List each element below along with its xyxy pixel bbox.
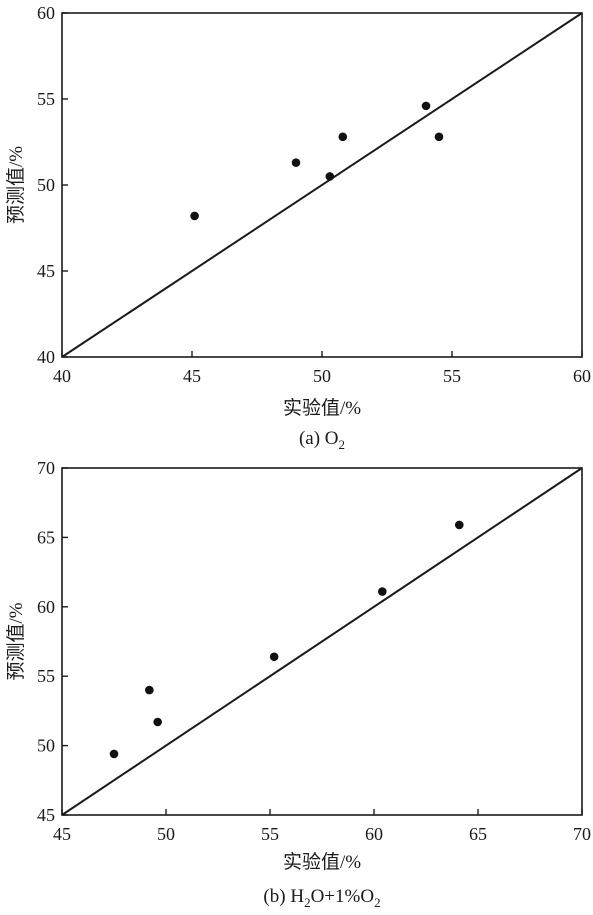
y-tick-label: 50 bbox=[37, 736, 55, 756]
y-tick-label: 60 bbox=[37, 3, 55, 23]
x-tick-label: 45 bbox=[53, 824, 71, 844]
data-point bbox=[325, 172, 335, 181]
y-tick-label: 55 bbox=[37, 89, 55, 109]
data-point bbox=[153, 717, 162, 727]
x-tick-label: 60 bbox=[365, 824, 383, 844]
y-axis-label: 预测值/% bbox=[5, 146, 27, 224]
data-point bbox=[190, 211, 199, 221]
x-tick-label: 50 bbox=[157, 824, 175, 844]
x-tick-label: 60 bbox=[573, 366, 591, 386]
chart-a-o2: 40 45 50 55 60 40 45 50 55 60 实验值/% 预测值/% (a) O2 bbox=[5, 3, 591, 452]
x-tick-label: 45 bbox=[183, 366, 201, 386]
data-point bbox=[434, 132, 444, 142]
data-point bbox=[291, 158, 301, 167]
chart-caption: (a) O2 bbox=[299, 428, 345, 452]
data-point bbox=[454, 520, 464, 530]
chart-caption: (b) H2O+1%O2 bbox=[263, 886, 380, 910]
y-axis-label: 预测值/% bbox=[5, 602, 27, 680]
reference-line bbox=[61, 467, 583, 816]
data-point bbox=[378, 587, 387, 596]
x-tick-label: 55 bbox=[261, 824, 279, 844]
x-tick-label: 50 bbox=[313, 366, 331, 386]
x-axis-label: 实验值/% bbox=[283, 851, 361, 873]
caption-part-caption-sub: 2 bbox=[304, 895, 311, 910]
caption-part-caption-main: H bbox=[290, 886, 304, 907]
caption-part-caption-sub2: 2 bbox=[374, 895, 381, 910]
y-tick-label: 45 bbox=[37, 805, 55, 825]
data-point bbox=[338, 132, 348, 142]
y-tick-label: 50 bbox=[37, 175, 55, 195]
y-tick-label: 45 bbox=[37, 261, 55, 281]
x-tick-label: 70 bbox=[573, 824, 591, 844]
y-tick-label: 55 bbox=[37, 666, 55, 686]
data-point bbox=[421, 101, 431, 111]
y-tick-label: 65 bbox=[37, 527, 55, 547]
data-point bbox=[109, 749, 119, 759]
y-tick-label: 60 bbox=[37, 597, 55, 617]
caption-part-caption-tail: O+1%O bbox=[311, 886, 375, 907]
y-tick-label: 70 bbox=[37, 458, 55, 478]
reference-line bbox=[61, 12, 583, 358]
caption-part-caption-prefix: (b) bbox=[263, 886, 290, 907]
x-tick-label: 65 bbox=[469, 824, 487, 844]
x-tick-label: 55 bbox=[443, 366, 461, 386]
x-axis-label: 实验值/% bbox=[283, 397, 361, 419]
data-point bbox=[269, 652, 279, 662]
data-point bbox=[145, 685, 154, 695]
y-tick-label: 40 bbox=[37, 347, 55, 367]
x-tick-label: 40 bbox=[53, 366, 71, 386]
caption-part-caption-prefix: (a) bbox=[299, 428, 325, 449]
caption-part-caption-sub: 2 bbox=[339, 437, 346, 452]
caption-part-caption-main: O bbox=[325, 428, 339, 449]
plot-frame bbox=[61, 467, 583, 816]
